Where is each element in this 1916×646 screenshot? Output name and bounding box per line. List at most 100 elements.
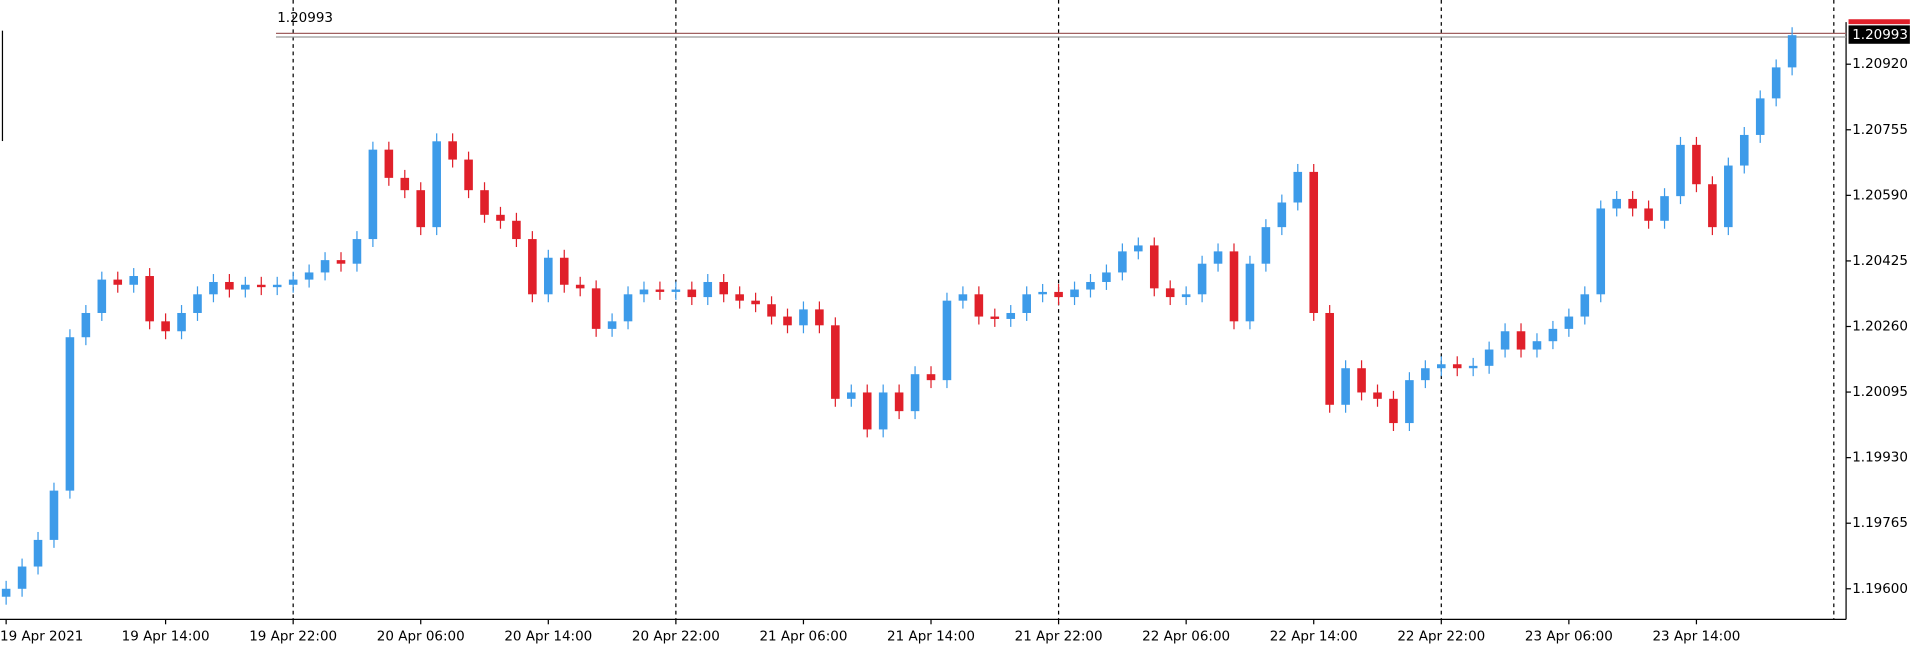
- candle-body: [1437, 364, 1446, 369]
- current-price-label: 1.20993: [1852, 27, 1908, 43]
- candle-body: [1373, 392, 1382, 399]
- candle-body: [1628, 198, 1637, 209]
- candle-body: [910, 374, 920, 412]
- candle-body: [1134, 245, 1143, 252]
- candle-body: [1468, 365, 1478, 369]
- candle-body: [639, 289, 649, 295]
- candle-body: [145, 276, 154, 322]
- candle-body: [575, 284, 585, 289]
- candle-body: [320, 260, 330, 273]
- y-tick-label: 1.20260: [1852, 318, 1908, 334]
- candle-body: [33, 539, 43, 567]
- candle-body: [671, 289, 681, 292]
- candle-body: [751, 300, 760, 305]
- y-tick-label: 1.20425: [1852, 253, 1908, 269]
- candle-body: [1500, 331, 1510, 350]
- candle-body: [129, 276, 138, 285]
- candle-body: [209, 281, 218, 295]
- candle-body: [544, 257, 553, 295]
- candle-body: [591, 288, 601, 329]
- candle-body: [352, 239, 362, 264]
- x-tick-label: 22 Apr 14:00: [1270, 629, 1358, 645]
- candle-body: [448, 141, 457, 160]
- candle-body: [384, 149, 394, 178]
- candle-body: [1261, 227, 1271, 264]
- candle-body: [1070, 289, 1079, 298]
- candle-body: [496, 214, 505, 221]
- candle-body: [1118, 251, 1127, 273]
- candle-body: [1165, 288, 1175, 298]
- candle-body: [1787, 35, 1797, 68]
- x-tick-label: 19 Apr 2021: [0, 629, 83, 645]
- candle-body: [177, 312, 186, 332]
- candle-body: [1038, 291, 1047, 295]
- candle-body: [1421, 368, 1430, 381]
- x-tick-label: 23 Apr 06:00: [1525, 629, 1613, 645]
- candle-body: [1612, 198, 1621, 209]
- candle-body: [1596, 208, 1606, 295]
- candle-body: [1755, 98, 1765, 135]
- x-tick-label: 19 Apr 14:00: [122, 629, 210, 645]
- x-tick-label: 20 Apr 22:00: [632, 629, 720, 645]
- candle-body: [1771, 67, 1781, 99]
- candle-body: [1724, 165, 1733, 228]
- candle-body: [831, 325, 840, 399]
- y-tick-label: 1.20095: [1852, 384, 1908, 400]
- candle-body: [97, 279, 107, 313]
- candle-body: [1293, 171, 1303, 203]
- y-tick-label: 1.20920: [1852, 56, 1908, 72]
- x-tick-label: 21 Apr 06:00: [759, 629, 847, 645]
- candle-body: [1309, 171, 1319, 313]
- candle-body: [1325, 312, 1334, 405]
- y-tick-label: 1.20755: [1852, 122, 1908, 138]
- candle-body: [719, 281, 729, 295]
- candle-body: [528, 239, 537, 295]
- y-tick-label: 1.19765: [1852, 515, 1908, 531]
- candle-body: [225, 281, 234, 290]
- candle-body: [1054, 291, 1063, 298]
- current-price-text: 1.20993: [277, 10, 333, 26]
- candle-body: [1692, 144, 1701, 185]
- candle-body: [1564, 316, 1574, 329]
- candle-body: [1548, 328, 1558, 342]
- candle-body: [1149, 245, 1159, 289]
- candle-body: [623, 294, 633, 322]
- candle-body: [512, 220, 521, 240]
- candle-body: [1086, 281, 1095, 290]
- x-tick-label: 22 Apr 22:00: [1397, 629, 1485, 645]
- current-price-box: [1848, 25, 1910, 44]
- candle-body: [926, 374, 936, 381]
- candle-body: [1181, 294, 1191, 298]
- candle-body: [1, 588, 11, 597]
- candle-body: [272, 284, 282, 288]
- candle-body: [1197, 263, 1207, 295]
- candle-body: [368, 149, 378, 240]
- current-price-marker: [1848, 19, 1910, 25]
- candle-body: [400, 177, 410, 191]
- candle-body: [1006, 312, 1016, 319]
- candle-body: [256, 284, 266, 288]
- candle-body: [432, 141, 441, 228]
- candle-body: [1644, 208, 1653, 221]
- candle-body: [894, 392, 904, 412]
- candle-body: [336, 260, 346, 264]
- x-tick-label: 21 Apr 22:00: [1015, 629, 1103, 645]
- candle-body: [464, 159, 473, 191]
- candle-body: [1341, 368, 1350, 405]
- candle-body: [1739, 134, 1749, 166]
- candle-body: [1676, 144, 1685, 197]
- x-tick-label: 21 Apr 14:00: [887, 629, 975, 645]
- candle-body: [161, 321, 170, 332]
- x-tick-label: 20 Apr 06:00: [377, 629, 465, 645]
- y-tick-label: 1.19600: [1852, 581, 1908, 597]
- candle-body: [1484, 349, 1494, 366]
- candle-body: [49, 490, 59, 540]
- x-tick-label: 19 Apr 22:00: [249, 629, 337, 645]
- candle-body: [1229, 251, 1239, 322]
- candle-body: [288, 279, 298, 285]
- candle-body: [607, 321, 617, 329]
- candle-body: [767, 304, 776, 317]
